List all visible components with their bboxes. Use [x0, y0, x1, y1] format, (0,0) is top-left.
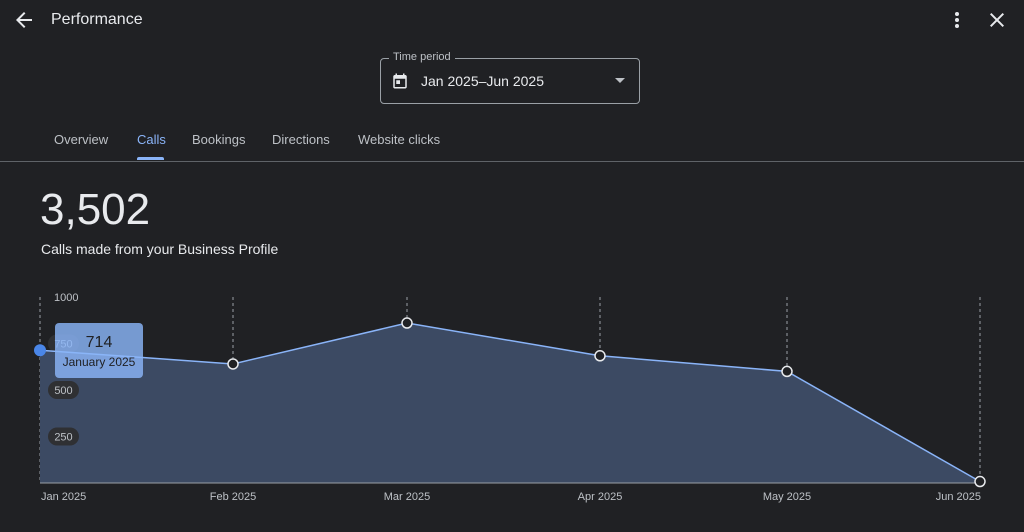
- dropdown-arrow-icon: [615, 78, 625, 83]
- data-point[interactable]: [594, 350, 606, 362]
- data-point[interactable]: [974, 475, 986, 488]
- time-period-select[interactable]: Time period Jan 2025–Jun 2025: [380, 51, 640, 104]
- x-tick-label: Feb 2025: [210, 491, 256, 503]
- tooltip-label: January 2025: [63, 355, 136, 369]
- metric-value: 3,502: [40, 185, 151, 234]
- x-tick-label: Mar 2025: [384, 491, 430, 503]
- series-line: [39, 322, 981, 483]
- close-button[interactable]: [985, 8, 1009, 32]
- close-icon: [990, 13, 1004, 27]
- y-tick-pill: [48, 427, 79, 446]
- x-tick-label: Jan 2025: [41, 491, 86, 503]
- tab-website-clicks[interactable]: Website clicks: [358, 132, 441, 147]
- tab-overview[interactable]: Overview: [54, 132, 109, 147]
- series-area: [40, 323, 980, 483]
- x-tick-label: May 2025: [763, 491, 811, 503]
- tab-directions[interactable]: Directions: [272, 132, 330, 147]
- page-title: Performance: [51, 11, 143, 28]
- y-tick-label: 250: [54, 432, 72, 444]
- more-options-button[interactable]: [945, 8, 969, 32]
- back-button[interactable]: [12, 8, 36, 32]
- data-point[interactable]: [401, 317, 413, 329]
- data-point[interactable]: [227, 358, 239, 370]
- tab-bar: Overview Calls Bookings Directions Websi…: [0, 120, 1024, 162]
- chart-tooltip: [55, 323, 143, 378]
- x-tick-label: Jun 2025: [936, 491, 981, 503]
- active-tab-indicator: [137, 157, 164, 160]
- data-point-selected[interactable]: [34, 344, 46, 357]
- data-point[interactable]: [781, 365, 793, 378]
- calendar-icon: [393, 73, 407, 89]
- tab-calls[interactable]: Calls: [137, 132, 166, 147]
- y-tick-label: 500: [54, 385, 72, 397]
- tooltip-value: 714: [86, 334, 113, 351]
- x-tick-label: Apr 2025: [578, 491, 623, 503]
- y-tick-label: 1000: [54, 292, 78, 304]
- arrow-back-icon: [16, 12, 32, 28]
- header: Performance: [0, 0, 1024, 42]
- more-vert-icon: [955, 12, 959, 28]
- y-tick-pill: [48, 381, 79, 399]
- time-period-value: Jan 2025–Jun 2025: [421, 73, 544, 89]
- tab-bookings[interactable]: Bookings: [192, 132, 246, 147]
- metric-caption: Calls made from your Business Profile: [41, 241, 279, 257]
- time-period-label: Time period: [389, 51, 455, 63]
